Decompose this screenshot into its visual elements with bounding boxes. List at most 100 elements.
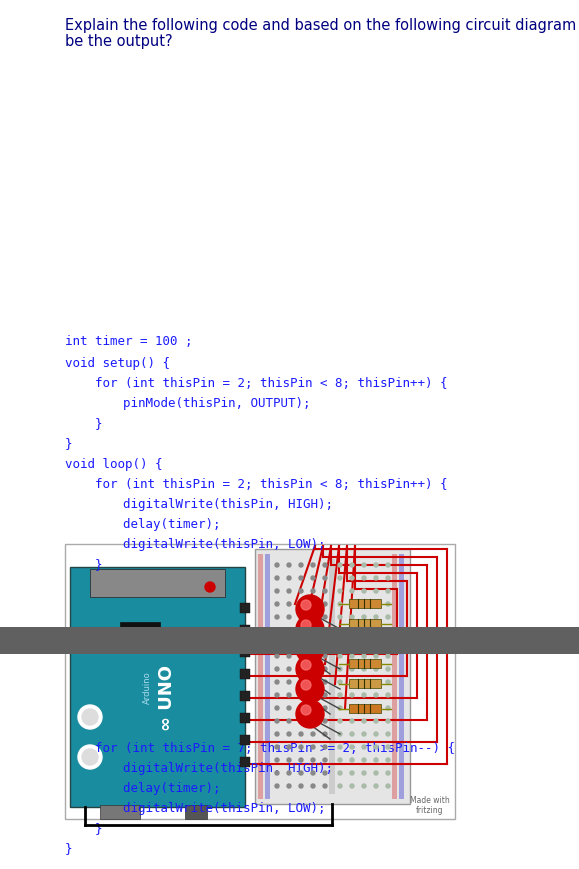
Bar — [70, 567, 245, 807]
Circle shape — [287, 733, 291, 736]
Circle shape — [299, 706, 303, 710]
Text: for (int thisPin = 2; thisPin < 8; thisPin++) {: for (int thisPin = 2; thisPin < 8; thisP… — [80, 477, 448, 490]
Circle shape — [338, 602, 342, 607]
Circle shape — [362, 758, 366, 762]
Circle shape — [350, 563, 354, 567]
Circle shape — [275, 602, 279, 607]
Circle shape — [82, 709, 98, 725]
Circle shape — [362, 654, 366, 658]
Bar — [399, 554, 404, 799]
Circle shape — [311, 589, 315, 594]
Circle shape — [386, 771, 390, 775]
Circle shape — [350, 745, 354, 749]
Circle shape — [350, 615, 354, 620]
Bar — [240, 603, 250, 614]
Circle shape — [323, 628, 327, 633]
Circle shape — [301, 640, 311, 650]
Circle shape — [386, 615, 390, 620]
Circle shape — [338, 784, 342, 788]
Circle shape — [386, 628, 390, 633]
Circle shape — [374, 667, 378, 671]
Circle shape — [374, 602, 378, 607]
Circle shape — [374, 680, 378, 684]
Circle shape — [299, 615, 303, 620]
Circle shape — [362, 706, 366, 710]
Circle shape — [287, 589, 291, 594]
Circle shape — [350, 733, 354, 736]
Circle shape — [287, 784, 291, 788]
Text: for (int thisPin = 7; thisPin >= 2; thisPin--) {: for (int thisPin = 7; thisPin >= 2; this… — [80, 741, 455, 754]
Circle shape — [386, 693, 390, 697]
Circle shape — [287, 602, 291, 607]
Circle shape — [287, 667, 291, 671]
Circle shape — [323, 733, 327, 736]
Circle shape — [350, 706, 354, 710]
Circle shape — [296, 615, 324, 643]
Circle shape — [362, 641, 366, 646]
Text: Made with
fritzing: Made with fritzing — [410, 794, 450, 814]
Bar — [240, 669, 250, 680]
Circle shape — [323, 745, 327, 749]
Circle shape — [350, 758, 354, 762]
Circle shape — [299, 771, 303, 775]
Circle shape — [299, 784, 303, 788]
Circle shape — [311, 784, 315, 788]
Circle shape — [299, 693, 303, 697]
Circle shape — [374, 589, 378, 594]
Circle shape — [374, 771, 378, 775]
Circle shape — [386, 745, 390, 749]
Circle shape — [338, 667, 342, 671]
Circle shape — [287, 745, 291, 749]
Circle shape — [299, 563, 303, 567]
Circle shape — [299, 745, 303, 749]
Circle shape — [338, 654, 342, 658]
Circle shape — [350, 589, 354, 594]
Text: }: } — [65, 436, 72, 449]
Circle shape — [350, 576, 354, 580]
Text: digitalWrite(thisPin, LOW);: digitalWrite(thisPin, LOW); — [93, 537, 325, 550]
Text: pinMode(thisPin, OUTPUT);: pinMode(thisPin, OUTPUT); — [93, 396, 310, 409]
Bar — [349, 600, 381, 608]
Circle shape — [296, 635, 324, 663]
Circle shape — [338, 563, 342, 567]
Circle shape — [374, 745, 378, 749]
Circle shape — [362, 733, 366, 736]
Circle shape — [323, 667, 327, 671]
Circle shape — [301, 660, 311, 670]
Circle shape — [362, 745, 366, 749]
Bar — [240, 735, 250, 745]
Text: be the output?: be the output? — [65, 34, 173, 49]
Circle shape — [323, 654, 327, 658]
Circle shape — [275, 733, 279, 736]
Circle shape — [78, 705, 102, 729]
Circle shape — [311, 654, 315, 658]
Circle shape — [78, 745, 102, 769]
Circle shape — [323, 706, 327, 710]
Bar — [240, 647, 250, 657]
Text: void setup() {: void setup() { — [65, 356, 170, 369]
Circle shape — [386, 733, 390, 736]
Circle shape — [275, 680, 279, 684]
Bar — [240, 713, 250, 723]
Circle shape — [362, 602, 366, 607]
Circle shape — [338, 628, 342, 633]
Bar — [349, 704, 381, 713]
Circle shape — [362, 680, 366, 684]
Circle shape — [287, 576, 291, 580]
Text: }: } — [80, 821, 102, 834]
Circle shape — [323, 615, 327, 620]
Circle shape — [386, 576, 390, 580]
Circle shape — [275, 654, 279, 658]
Circle shape — [386, 720, 390, 723]
Bar — [349, 680, 381, 688]
Circle shape — [323, 680, 327, 684]
Text: }: } — [65, 841, 72, 854]
Bar — [240, 757, 250, 767]
Circle shape — [287, 563, 291, 567]
Circle shape — [323, 720, 327, 723]
Circle shape — [296, 700, 324, 728]
Circle shape — [323, 784, 327, 788]
Circle shape — [374, 576, 378, 580]
Circle shape — [275, 576, 279, 580]
Circle shape — [323, 641, 327, 646]
